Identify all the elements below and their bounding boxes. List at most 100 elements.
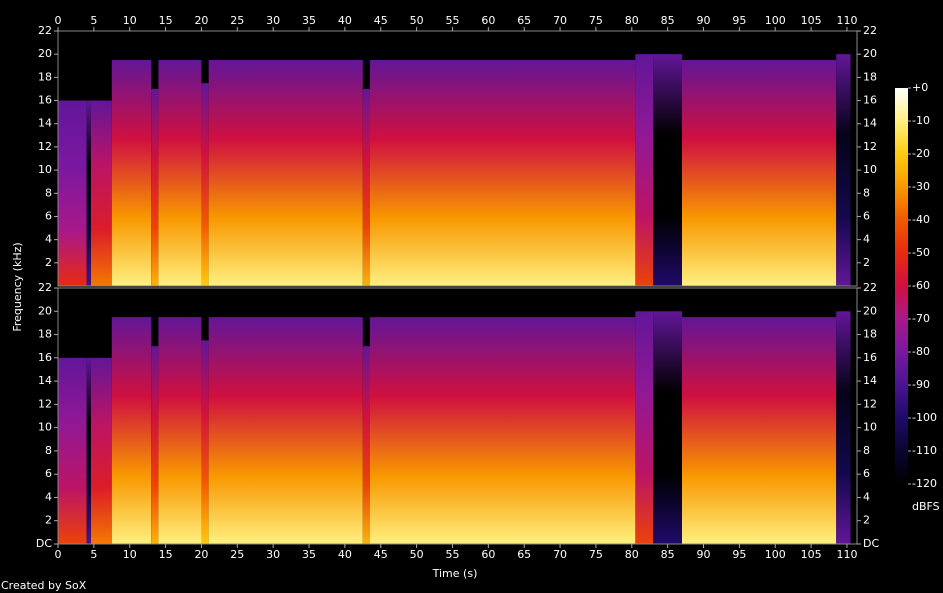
spectrum-segment [201,83,209,286]
x-tick-label: 50 [410,548,424,561]
spectrum-segment [681,317,837,544]
x-tick-label: 40 [338,548,352,561]
y-tick-label: 22 [38,281,52,294]
y-tick-label: 18 [863,70,877,83]
spectrum-segment [369,317,636,544]
spectrum-segment [208,317,363,544]
x-tick-label: 90 [697,548,711,561]
y-tick-label: 8 [45,186,52,199]
x-tick-label: 100 [765,548,786,561]
y-tick-label: 12 [863,140,877,153]
y-tick-label: 22 [863,281,877,294]
y-tick-label: 12 [38,397,52,410]
y-tick-label: 6 [863,467,870,480]
y-tick-label: 8 [45,444,52,457]
colorbar-tick-label: -80 [912,345,930,358]
y-tick-label: 20 [38,304,52,317]
footer: Created by SoX [1,579,87,592]
y-tick-label: DC [36,537,52,550]
y-tick-label: 16 [863,94,877,107]
x-tick-label: 110 [836,14,857,27]
x-tick-label: 15 [159,548,173,561]
x-tick-label: 55 [445,14,459,27]
y-tick-label: 18 [38,328,52,341]
spectrum-segment [158,317,202,544]
x-tick-label: 45 [374,14,388,27]
y-tick-label: 14 [38,117,52,130]
colorbar-tick-label: -20 [912,147,930,160]
spectrum-segment [836,54,851,286]
spectrum-segment [58,357,87,544]
spectrum-segment [158,59,202,287]
x-tick-label: 70 [553,14,567,27]
x-tick-label: 30 [266,14,280,27]
y-tick-label: 2 [45,256,52,269]
x-tick-label: 30 [266,548,280,561]
colorbar-tick-label: -90 [912,378,930,391]
spectrum-segment [653,311,682,544]
y-tick-label: 10 [38,421,52,434]
y-tick-label: 18 [38,70,52,83]
x-tick-label: 0 [55,14,62,27]
spectrum-segment [58,100,87,286]
colorbar-tick-label: -60 [912,279,930,292]
x-axis-label: Time (s) [432,567,478,580]
y-tick-label: 8 [863,186,870,199]
x-tick-label: 25 [230,548,244,561]
y-tick-label: 4 [863,233,870,246]
x-tick-label: 45 [374,548,388,561]
spectrum-segment [90,357,112,544]
y-tick-label: 6 [45,467,52,480]
colorbar-tick-label: -50 [912,246,930,259]
y-tick-label: 14 [38,374,52,387]
colorbar [895,88,908,484]
spectrum-segment [111,317,152,544]
y-tick-label: 16 [38,94,52,107]
y-tick-label: 4 [863,490,870,503]
x-tick-label: 85 [661,548,675,561]
y-tick-label: DC [863,537,879,550]
x-tick-label: 105 [801,14,822,27]
y-tick-label: 14 [863,374,877,387]
spectrum-segment [836,311,851,544]
y-tick-label: 10 [38,163,52,176]
y-tick-label: 16 [38,351,52,364]
spectrum-segment [111,59,152,287]
x-tick-label: 85 [661,14,675,27]
colorbar-tick-label: -100 [912,411,937,424]
y-tick-label: 4 [45,490,52,503]
colorbar-tick-label: -40 [912,213,930,226]
colorbar-tick-label: -110 [912,444,937,457]
x-tick-label: 35 [302,14,316,27]
spectrum-segment [151,88,159,286]
x-tick-label: 0 [55,548,62,561]
spectrum-segment [90,100,112,286]
spectrum-segment [681,59,837,287]
x-tick-label: 40 [338,14,352,27]
y-tick-label: 22 [863,24,877,37]
x-tick-label: 80 [625,14,639,27]
panel-frame [57,287,858,545]
panel-frame [57,30,858,287]
y-tick-label: 8 [863,444,870,457]
colorbar-tick-label: -120 [912,477,937,490]
y-tick-label: 2 [863,256,870,269]
colorbar-tick-label: -10 [912,114,930,127]
x-tick-label: 75 [589,548,603,561]
colorbar-label: dBFS [912,500,940,513]
colorbar-tick-label: +0 [912,81,928,94]
spectrum-segment [653,54,682,286]
spectrum-segment [635,311,654,544]
x-tick-label: 80 [625,548,639,561]
y-tick-label: 12 [863,397,877,410]
spectrum-segment [151,346,159,544]
spectrum-segment [86,100,91,286]
x-tick-label: 55 [445,548,459,561]
x-tick-label: 60 [481,548,495,561]
spectrum-segment [208,59,363,287]
x-tick-label: 75 [589,14,603,27]
colorbar-tick-label: -70 [912,312,930,325]
y-tick-label: 20 [863,304,877,317]
y-tick-label: 20 [863,47,877,60]
y-tick-label: 2 [863,514,870,527]
